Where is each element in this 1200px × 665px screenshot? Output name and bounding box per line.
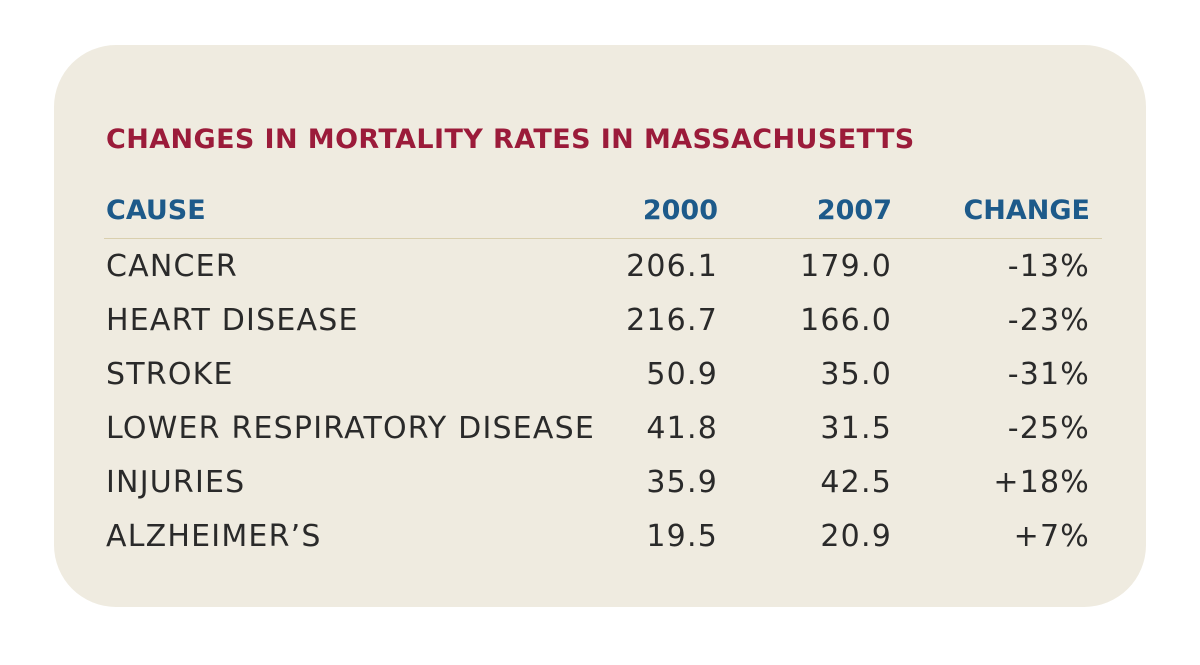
rate-2007-cell: 35.0 bbox=[820, 356, 892, 392]
table-card bbox=[54, 45, 1146, 607]
cause-cell: LOWER RESPIRATORY DISEASE bbox=[106, 410, 596, 446]
rate-2000-cell: 206.1 bbox=[626, 248, 718, 284]
rate-2000-cell: 41.8 bbox=[646, 410, 718, 446]
column-header-cause: CAUSE bbox=[104, 183, 610, 239]
change-cell: -25% bbox=[1007, 410, 1090, 446]
rate-2007-cell: 31.5 bbox=[820, 410, 892, 446]
change-cell: -23% bbox=[1007, 302, 1090, 338]
table-row: LOWER RESPIRATORY DISEASE 41.8 31.5 -25% bbox=[104, 401, 1102, 455]
table-row: HEART DISEASE 216.7 166.0 -23% bbox=[104, 293, 1102, 347]
cause-cell: ALZHEIMER’S bbox=[106, 518, 322, 554]
cause-cell: CANCER bbox=[106, 248, 238, 284]
cause-cell: HEART DISEASE bbox=[106, 302, 359, 338]
rate-2007-cell: 42.5 bbox=[820, 464, 892, 500]
column-header-2007: 2007 bbox=[730, 183, 904, 239]
cause-cell: STROKE bbox=[106, 356, 234, 392]
change-cell: -31% bbox=[1007, 356, 1090, 392]
chart-title: CHANGES IN MORTALITY RATES IN MASSACHUSE… bbox=[106, 124, 915, 155]
cause-cell: INJURIES bbox=[106, 464, 246, 500]
table-row: INJURIES 35.9 42.5 +18% bbox=[104, 455, 1102, 509]
change-cell: +18% bbox=[993, 464, 1090, 500]
table-row: STROKE 50.9 35.0 -31% bbox=[104, 347, 1102, 401]
column-header-change: CHANGE bbox=[904, 183, 1102, 239]
rate-2007-cell: 166.0 bbox=[800, 302, 892, 338]
column-header-2000: 2000 bbox=[610, 183, 730, 239]
change-cell: -13% bbox=[1007, 248, 1090, 284]
table-row: CANCER 206.1 179.0 -13% bbox=[104, 239, 1102, 294]
rate-2000-cell: 35.9 bbox=[646, 464, 718, 500]
table-header-row: CAUSE 2000 2007 CHANGE bbox=[104, 183, 1102, 239]
change-cell: +7% bbox=[1013, 518, 1090, 554]
rate-2000-cell: 50.9 bbox=[646, 356, 718, 392]
mortality-table: CAUSE 2000 2007 CHANGE CANCER 206.1 179.… bbox=[104, 183, 1102, 563]
table-row: ALZHEIMER’S 19.5 20.9 +7% bbox=[104, 509, 1102, 563]
rate-2000-cell: 19.5 bbox=[646, 518, 718, 554]
rate-2007-cell: 179.0 bbox=[800, 248, 892, 284]
rate-2007-cell: 20.9 bbox=[820, 518, 892, 554]
rate-2000-cell: 216.7 bbox=[626, 302, 718, 338]
